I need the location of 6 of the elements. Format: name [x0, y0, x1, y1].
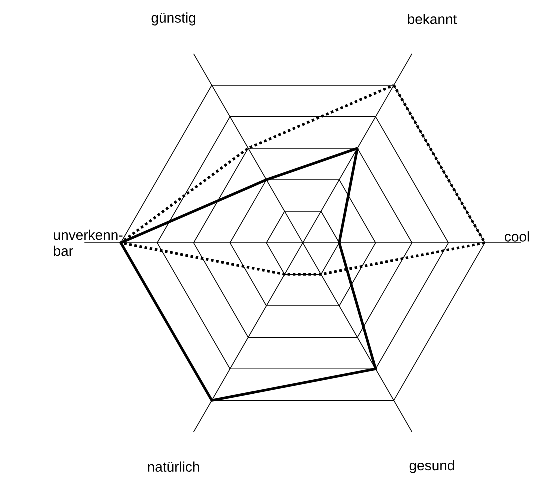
spoke-label: bekannt [408, 14, 458, 24]
spoke-label: gesund [410, 460, 454, 474]
spoke-label: unverkenn-bar [54, 230, 123, 256]
spoke-label: natürlich [148, 462, 200, 472]
spoke-label: cool [505, 232, 530, 242]
spoke-label: günstig [152, 12, 196, 26]
